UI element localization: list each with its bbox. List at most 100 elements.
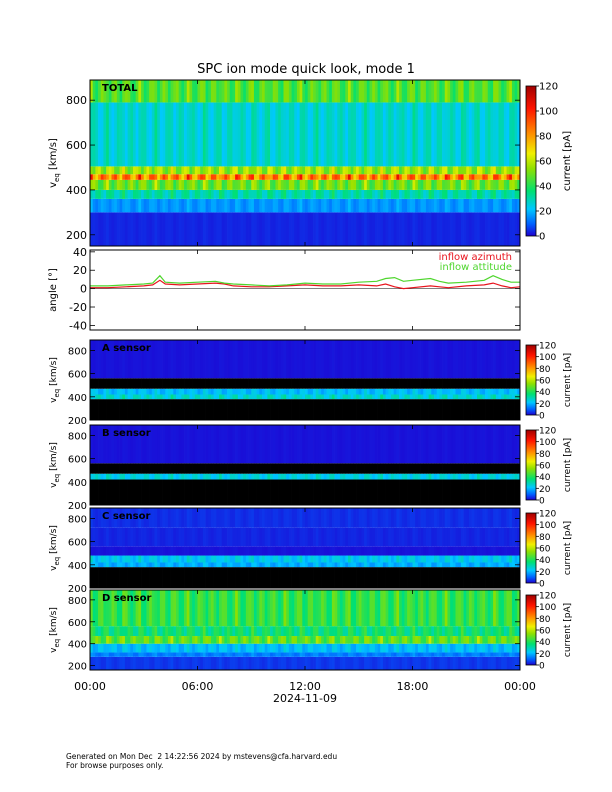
heatmap-cell	[361, 378, 365, 389]
heatmap-cell	[425, 626, 429, 637]
heatmap-cell	[138, 636, 142, 644]
heatmap-cell	[323, 425, 327, 464]
heatmap-cell	[385, 590, 389, 627]
heatmap-cell	[329, 378, 333, 389]
heatmap-cell	[213, 562, 217, 568]
heatmap-cell	[345, 527, 349, 547]
heatmap-cell	[98, 656, 102, 670]
heatmap-cell	[506, 399, 510, 420]
heatmap-cell	[366, 378, 370, 389]
heatmap-cell	[321, 508, 325, 528]
heatmap-cell	[256, 198, 260, 213]
heatmap-cell	[186, 636, 190, 644]
heatmap-cell	[466, 463, 470, 474]
heatmap-cell	[404, 479, 408, 505]
heatmap-cell	[122, 425, 126, 464]
heatmap-cell	[200, 340, 204, 379]
heatmap-cell	[146, 198, 150, 213]
heatmap-cell	[315, 394, 319, 400]
heatmap-cell	[348, 555, 352, 563]
heatmap-cell	[374, 527, 378, 547]
heatmap-cell	[404, 643, 408, 653]
heatmap-cell	[485, 656, 489, 670]
heatmap-cell	[124, 388, 128, 395]
heatmap-cell	[232, 508, 236, 528]
heatmap-cell	[221, 590, 225, 627]
heatmap-cell	[503, 463, 507, 474]
heatmap-cell	[326, 527, 330, 547]
heatmap-cell	[189, 174, 193, 180]
heatmap-cell	[138, 656, 142, 670]
heatmap-cell	[382, 652, 386, 657]
heatmap-cell	[353, 179, 357, 190]
heatmap-cell	[245, 636, 249, 644]
heatmap-cell	[382, 179, 386, 190]
heatmap-cell	[116, 166, 120, 175]
heatmap-cell	[146, 378, 150, 389]
heatmap-cell	[310, 399, 314, 420]
heatmap-cell	[235, 508, 239, 528]
heatmap-cell	[248, 399, 252, 420]
colorbar-label: current [pA]	[563, 353, 573, 407]
heatmap-cell	[509, 567, 513, 588]
heatmap-cell	[372, 567, 376, 588]
heatmap-cell	[385, 425, 389, 464]
heatmap-cell	[259, 636, 263, 644]
heatmap-cell	[393, 590, 397, 627]
heatmap-cell	[170, 399, 174, 420]
heatmap-cell	[275, 636, 279, 644]
heatmap-cell	[310, 652, 314, 657]
heatmap-cell	[337, 189, 341, 199]
heatmap-cell	[116, 527, 120, 547]
heatmap-cell	[165, 626, 169, 637]
heatmap-cell	[409, 425, 413, 464]
heatmap-cell	[286, 189, 290, 199]
heatmap-cell	[415, 626, 419, 637]
heatmap-cell	[138, 562, 142, 568]
heatmap-cell	[288, 80, 292, 103]
heatmap-cell	[243, 425, 247, 464]
heatmap-cell	[154, 80, 158, 103]
heatmap-cell	[173, 546, 177, 556]
heatmap-cell	[146, 555, 150, 563]
heatmap-cell	[288, 656, 292, 670]
heatmap-cell	[267, 189, 271, 199]
heatmap-cell	[485, 626, 489, 637]
heatmap-cell	[208, 527, 212, 547]
heatmap-cell	[259, 102, 263, 167]
heatmap-cell	[318, 636, 322, 644]
heatmap-cell	[377, 463, 381, 474]
heatmap-cell	[159, 198, 163, 213]
heatmap-cell	[490, 562, 494, 568]
heatmap-cell	[334, 463, 338, 474]
heatmap-cell	[275, 463, 279, 474]
heatmap-cell	[221, 212, 225, 246]
heatmap-cell	[189, 189, 193, 199]
heatmap-cell	[108, 652, 112, 657]
heatmap-cell	[227, 174, 231, 180]
heatmap-cell	[331, 626, 335, 637]
heatmap-cell	[119, 102, 123, 167]
heatmap-cell	[466, 166, 470, 175]
heatmap-cell	[331, 656, 335, 670]
heatmap-cell	[186, 555, 190, 563]
heatmap-cell	[452, 562, 456, 568]
heatmap-cell	[108, 546, 112, 556]
heatmap-cell	[452, 102, 456, 167]
heatmap-cell	[474, 198, 478, 213]
heatmap-cell	[130, 567, 134, 588]
heatmap-cell	[173, 80, 177, 103]
heatmap-cell	[423, 399, 427, 420]
heatmap-cell	[299, 508, 303, 528]
heatmap-cell	[391, 212, 395, 246]
heatmap-cell	[272, 212, 276, 246]
heatmap-cell	[377, 479, 381, 505]
heatmap-cell	[208, 425, 212, 464]
heatmap-cell	[356, 189, 360, 199]
heatmap-cell	[313, 652, 317, 657]
heatmap-cell	[202, 652, 206, 657]
heatmap-cell	[471, 656, 475, 670]
heatmap-cell	[286, 425, 290, 464]
heatmap-cell	[423, 555, 427, 563]
heatmap-cell	[339, 80, 343, 103]
